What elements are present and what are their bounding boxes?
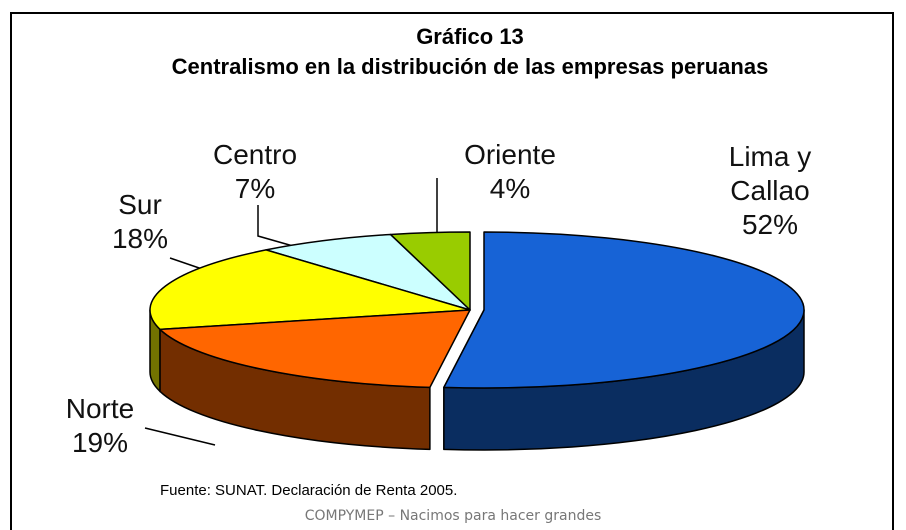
chart-frame [10, 12, 894, 530]
category-label: Centro [212, 139, 298, 170]
slice [443, 231, 805, 389]
value-label: 4% [489, 173, 531, 204]
slice-label: Norte 19% [40, 392, 160, 460]
slice [159, 309, 471, 389]
category-label: Oriente [464, 139, 556, 170]
category-label: Sur [118, 189, 162, 220]
leader-line [257, 205, 301, 249]
slice-label: Lima y Callao 52% [710, 140, 830, 242]
leader-line [144, 427, 216, 446]
category-label: Lima y Callao [728, 141, 812, 206]
value-label: 7% [234, 173, 276, 204]
slice-tops [149, 231, 805, 389]
category-label: Norte [65, 393, 135, 424]
source-note: Fuente: SUNAT. Declaración de Renta 2005… [160, 482, 458, 499]
chart-title: Gráfico 13 [416, 24, 524, 49]
value-label: 52% [741, 209, 799, 240]
slice [265, 233, 471, 311]
footer: COMPYMEP – Nacimos para hacer grandes [304, 508, 602, 524]
slice [149, 249, 471, 331]
value-label: 19% [71, 427, 129, 458]
slice-label: Centro 7% [200, 138, 310, 206]
chart-subtitle: Centralismo en la distribución de las em… [171, 54, 769, 79]
slice-label: Sur 18% [85, 188, 195, 256]
slice-label: Oriente 4% [450, 138, 570, 206]
value-label: 18% [111, 223, 169, 254]
